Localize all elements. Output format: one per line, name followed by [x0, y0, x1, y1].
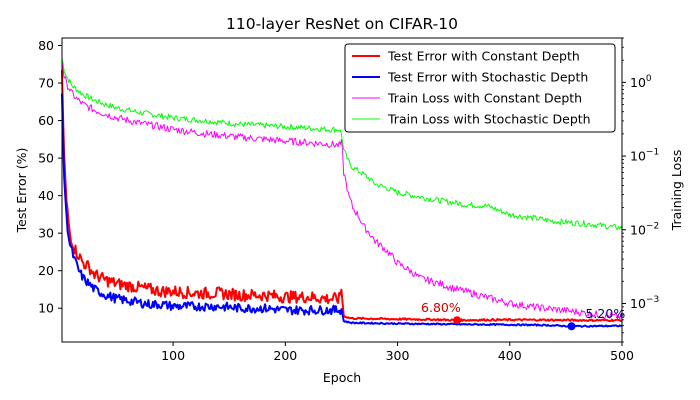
y-tick-label: 40	[38, 188, 54, 203]
y-tick-label: 50	[38, 151, 54, 166]
x-axis-label: Epoch	[323, 370, 361, 385]
y-axis-label: Test Error (%)	[14, 148, 29, 234]
x-tick-label: 300	[386, 348, 410, 363]
chart-title: 110-layer ResNet on CIFAR-10	[226, 15, 458, 33]
annotation-marker	[567, 322, 576, 331]
x-tick-label: 400	[498, 348, 522, 363]
x-axis: 100 200 300 400 500	[161, 342, 634, 363]
x-tick-label: 200	[273, 348, 297, 363]
y-tick-label: 20	[38, 263, 54, 278]
y-tick-label: 30	[38, 226, 54, 241]
x-tick-label: 500	[610, 348, 634, 363]
series-line-2	[61, 62, 623, 320]
legend-label: Train Loss with Constant Depth	[387, 91, 582, 106]
y-tick-label: 70	[38, 76, 54, 91]
series-line-1	[61, 93, 623, 328]
legend-box	[344, 43, 616, 133]
plot-frame	[61, 37, 623, 343]
legend-label: Test Error with Stochastic Depth	[387, 70, 588, 85]
annotation-label: 5.20%	[585, 306, 625, 321]
series-line-0	[61, 70, 623, 323]
y-tick-label: 80	[38, 38, 54, 53]
annotation-marker	[453, 316, 462, 325]
y2-tick-exponent: −2	[646, 221, 659, 231]
y2-tick-exponent: −1	[646, 148, 659, 158]
legend: Test Error with Constant Depth Test Error…	[344, 43, 616, 133]
y2-tick-exponent: −3	[646, 295, 659, 305]
y2-tick-exponent: 0	[646, 74, 652, 84]
x-tick-label: 100	[161, 348, 185, 363]
annotations: 6.80% 5.20%	[421, 300, 625, 331]
annotation-label: 6.80%	[421, 300, 461, 315]
y-tick-label: 10	[38, 301, 54, 316]
y-tick-label: 60	[38, 113, 54, 128]
y-axis-left: 10 20 30 40 50 60 70 80	[38, 38, 62, 316]
y2-axis-label: Training Loss	[669, 150, 684, 232]
plot-area	[61, 58, 623, 328]
legend-label: Test Error with Constant Depth	[387, 49, 580, 64]
series-line-3	[61, 58, 623, 230]
legend-label: Train Loss with Stochastic Depth	[387, 112, 591, 127]
